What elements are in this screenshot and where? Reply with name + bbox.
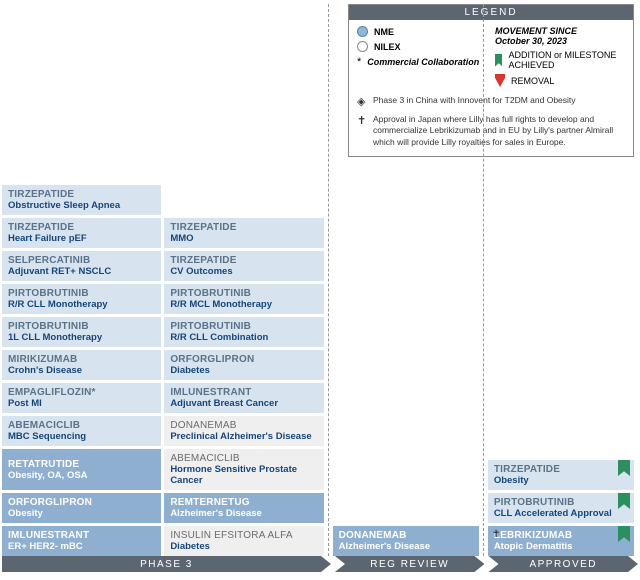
drug-name: TIRZEPATIDE — [8, 222, 155, 233]
approved-column: TIRZEPATIDEObesityPIRTOBRUTINIBCLL Accel… — [488, 4, 638, 556]
drug-name: ORFORGLIPRON — [170, 354, 317, 365]
drug-name: SELPERCATINIB — [8, 255, 155, 266]
symbol-icon: ✝ — [492, 529, 500, 540]
drug-card: ABEMACICLIBMBC Sequencing — [2, 416, 161, 446]
drug-name: DONANEMAB — [339, 530, 473, 541]
drug-name: DONANEMAB — [170, 420, 317, 431]
drug-indication: 1L CLL Monotherapy — [8, 332, 155, 343]
drug-card: PIRTOBRUTINIBR/R CLL Combination — [164, 317, 323, 347]
drug-card: ✝LEBRIKIZUMABAtopic Dermatitis — [488, 526, 634, 556]
drug-name: REMTERNETUG — [170, 497, 317, 508]
drug-card: REMTERNETUGAlzheimer's Disease — [164, 493, 323, 523]
milestone-ribbon-icon — [618, 526, 630, 542]
drug-card: PIRTOBRUTINIB1L CLL Monotherapy — [2, 317, 161, 347]
drug-indication: Alzheimer's Disease — [170, 508, 317, 519]
drug-name: ABEMACICLIB — [8, 420, 155, 431]
drug-name: PIRTOBRUTINIB — [170, 321, 317, 332]
drug-name: PIRTOBRUTINIB — [8, 321, 155, 332]
drug-card: IMLUNESTRANTER+ HER2- mBC — [2, 526, 161, 556]
drug-card: TIRZEPATIDECV Outcomes — [164, 251, 323, 281]
drug-card: TIRZEPATIDEObstructive Sleep Apnea — [2, 185, 161, 215]
drug-indication: ER+ HER2- mBC — [8, 541, 155, 552]
drug-indication: Crohn's Disease — [8, 365, 155, 376]
drug-name: IMLUNESTRANT — [170, 387, 317, 398]
drug-indication: Heart Failure pEF — [8, 233, 155, 244]
drug-card: PIRTOBRUTINIBR/R MCL Monotherapy — [164, 284, 323, 314]
drug-indication: R/R CLL Monotherapy — [8, 299, 155, 310]
drug-name: PIRTOBRUTINIB — [494, 497, 628, 508]
drug-indication: Obesity — [8, 508, 155, 519]
drug-card: TIRZEPATIDEHeart Failure pEF — [2, 218, 161, 248]
drug-indication: CLL Accelerated Approval — [494, 508, 628, 519]
drug-name: MIRIKIZUMAB — [8, 354, 155, 365]
empty-cell — [164, 185, 323, 215]
drug-indication: Adjuvant RET+ NSCLC — [8, 266, 155, 277]
drug-indication: Hormone Sensitive Prostate Cancer — [170, 464, 317, 486]
drug-card: DONANEMABAlzheimer's Disease — [333, 526, 479, 556]
drug-indication: R/R MCL Monotherapy — [170, 299, 317, 310]
drug-name: IMLUNESTRANT — [8, 530, 155, 541]
approved-arrow: APPROVED — [488, 556, 638, 572]
drug-name: ORFORGLIPRON — [8, 497, 155, 508]
drug-card: INSULIN EFSITORA ALFADiabetes — [164, 526, 323, 556]
drug-indication: Diabetes — [170, 365, 317, 376]
drug-card: EMPAGLIFLOZIN*Post MI — [2, 383, 161, 413]
milestone-ribbon-icon — [618, 460, 630, 476]
drug-card: RETATRUTIDEObesity, OA, OSA — [2, 449, 161, 490]
drug-name: PIRTOBRUTINIB — [8, 288, 155, 299]
phase3-arrow: PHASE 3 — [2, 556, 331, 572]
drug-name: PIRTOBRUTINIB — [170, 288, 317, 299]
drug-indication: MMO — [170, 233, 317, 244]
drug-indication: Post MI — [8, 398, 155, 409]
drug-indication: Diabetes — [170, 541, 317, 552]
drug-card: ORFORGLIPRONObesity — [2, 493, 161, 523]
drug-indication: Obesity — [494, 475, 628, 486]
drug-card: MIRIKIZUMABCrohn's Disease — [2, 350, 161, 380]
pipeline-columns: TIRZEPATIDEObstructive Sleep ApneaTIRZEP… — [0, 0, 640, 556]
drug-name: TIRZEPATIDE — [170, 222, 317, 233]
drug-card: SELPERCATINIBAdjuvant RET+ NSCLC — [2, 251, 161, 281]
drug-name: TIRZEPATIDE — [170, 255, 317, 266]
drug-indication: Obesity, OA, OSA — [8, 470, 155, 481]
drug-card: PIRTOBRUTINIBCLL Accelerated Approval — [488, 493, 634, 523]
reg-review-column: DONANEMABAlzheimer's Disease — [333, 4, 484, 556]
drug-name: TIRZEPATIDE — [494, 464, 628, 475]
drug-indication: Atopic Dermatitis — [494, 541, 628, 552]
drug-card: ABEMACICLIBHormone Sensitive Prostate Ca… — [164, 449, 323, 490]
drug-indication: R/R CLL Combination — [170, 332, 317, 343]
drug-name: INSULIN EFSITORA ALFA — [170, 530, 317, 541]
drug-name: LEBRIKIZUMAB — [494, 530, 628, 541]
phase-arrows: PHASE 3 REG REVIEW APPROVED — [0, 556, 640, 576]
drug-card: PIRTOBRUTINIBR/R CLL Monotherapy — [2, 284, 161, 314]
drug-card: TIRZEPATIDEObesity — [488, 460, 634, 490]
drug-indication: CV Outcomes — [170, 266, 317, 277]
drug-card: DONANEMABPreclinical Alzheimer's Disease — [164, 416, 323, 446]
phase3-column: TIRZEPATIDEObstructive Sleep ApneaTIRZEP… — [2, 4, 329, 556]
drug-name: TIRZEPATIDE — [8, 189, 155, 200]
drug-name: EMPAGLIFLOZIN* — [8, 387, 155, 398]
reg-review-arrow: REG REVIEW — [335, 556, 485, 572]
drug-card: IMLUNESTRANTAdjuvant Breast Cancer — [164, 383, 323, 413]
drug-card: ORFORGLIPRONDiabetes — [164, 350, 323, 380]
drug-indication: Alzheimer's Disease — [339, 541, 473, 552]
drug-indication: Adjuvant Breast Cancer — [170, 398, 317, 409]
drug-card: TIRZEPATIDEMMO — [164, 218, 323, 248]
drug-indication: Preclinical Alzheimer's Disease — [170, 431, 317, 442]
milestone-ribbon-icon — [618, 493, 630, 509]
drug-indication: Obstructive Sleep Apnea — [8, 200, 155, 211]
drug-name: RETATRUTIDE — [8, 459, 155, 470]
drug-indication: MBC Sequencing — [8, 431, 155, 442]
drug-name: ABEMACICLIB — [170, 453, 317, 464]
